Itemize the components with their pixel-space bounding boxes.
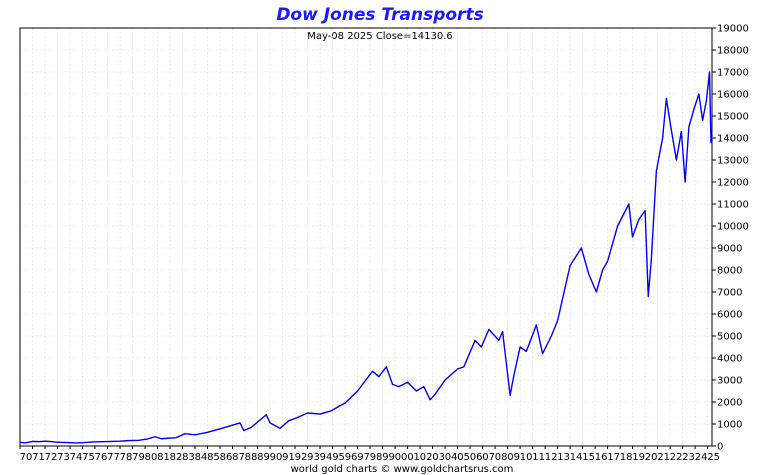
x-tick-label: 12 [545,452,558,463]
x-tick-label: 87 [232,452,245,463]
y-tick-label: 15000 [717,112,749,123]
y-tick-label: 13000 [717,156,749,167]
y-tick-label: 12000 [717,178,749,189]
x-tick-label: 88 [245,452,258,463]
y-tick-label: 9000 [717,244,742,255]
x-tick-label: 97 [357,452,370,463]
x-tick-label: 07 [482,452,495,463]
x-tick-label: 81 [157,452,170,463]
x-tick-label: 96 [345,452,358,463]
x-tick-label: 25 [707,452,720,463]
x-tick-label: 20 [645,452,658,463]
y-tick-label: 1000 [717,420,742,431]
x-tick-label: 94 [320,452,333,463]
x-tick-label: 15 [582,452,595,463]
x-tick-label: 74 [70,452,83,463]
x-tick-label: 01 [407,452,420,463]
x-tick-label: 79 [132,452,145,463]
x-tick-label: 08 [495,452,508,463]
y-tick-label: 0 [717,442,723,453]
x-tick-label: 80 [145,452,158,463]
x-tick-label: 21 [657,452,670,463]
x-tick-label: 03 [432,452,445,463]
x-tick-label: 93 [307,452,320,463]
x-tick-label: 72 [45,452,58,463]
x-tick-label: 71 [32,452,45,463]
y-tick-label: 4000 [717,354,742,365]
x-tick-label: 17 [607,452,620,463]
x-tick-label: 83 [182,452,195,463]
x-tick-label: 95 [332,452,345,463]
x-tick-label: 90 [270,452,283,463]
y-tick-label: 16000 [717,90,749,101]
chart-subtitle: May-08 2025 Close=14130.6 [307,31,453,42]
y-tick-label: 7000 [717,288,742,299]
x-tick-label: 75 [82,452,95,463]
y-tick-label: 2000 [717,398,742,409]
x-tick-label: 00 [395,452,408,463]
x-tick-label: 91 [282,452,295,463]
y-tick-label: 5000 [717,332,742,343]
y-axis: 0 1000 2000 3000 4000 5000 6000 7000 8000 9000 100… [712,24,749,453]
x-tick-label: 89 [257,452,270,463]
grid [19,27,712,447]
series-line [19,71,713,444]
x-axis: 70 71 72 73 74 75 76 77 78 79 80 81 82 83 84 85 86 87 88 89… [19,446,720,463]
x-tick-label: 73 [57,452,70,463]
chart-title: Dow Jones Transports [276,5,483,25]
x-tick-label: 84 [195,452,208,463]
x-tick-label: 10 [520,452,533,463]
x-tick-label: 86 [220,452,233,463]
x-tick-label: 09 [507,452,520,463]
x-tick-label: 16 [595,452,608,463]
x-tick-label: 06 [470,452,483,463]
x-tick-label: 05 [457,452,470,463]
x-tick-label: 76 [95,452,108,463]
y-tick-label: 8000 [717,266,742,277]
x-tick-label: 18 [620,452,633,463]
y-tick-label: 19000 [717,24,749,35]
x-tick-label: 22 [670,452,683,463]
y-tick-label: 18000 [717,46,749,57]
x-tick-label: 85 [207,452,220,463]
y-tick-label: 14000 [717,134,749,145]
x-tick-label: 13 [557,452,570,463]
x-tick-label: 23 [682,452,695,463]
x-tick-label: 19 [632,452,645,463]
y-tick-label: 10000 [717,222,749,233]
chart-footer: world gold charts © www.goldchartsrus.co… [291,464,514,475]
x-tick-label: 92 [295,452,308,463]
x-tick-label: 98 [370,452,383,463]
x-tick-label: 82 [170,452,183,463]
x-tick-label: 14 [570,452,583,463]
y-tick-label: 17000 [717,68,749,79]
x-tick-label: 77 [107,452,120,463]
x-tick-label: 24 [695,452,708,463]
plot-frame [19,27,713,447]
x-tick-label: 99 [382,452,395,463]
x-tick-label: 04 [445,452,458,463]
y-tick-label: 3000 [717,376,742,387]
y-tick-label: 11000 [717,200,749,211]
y-tick-label: 6000 [717,310,742,321]
x-tick-label: 11 [532,452,545,463]
x-tick-label: 02 [420,452,433,463]
x-tick-label: 78 [120,452,133,463]
x-tick-label: 70 [20,452,33,463]
